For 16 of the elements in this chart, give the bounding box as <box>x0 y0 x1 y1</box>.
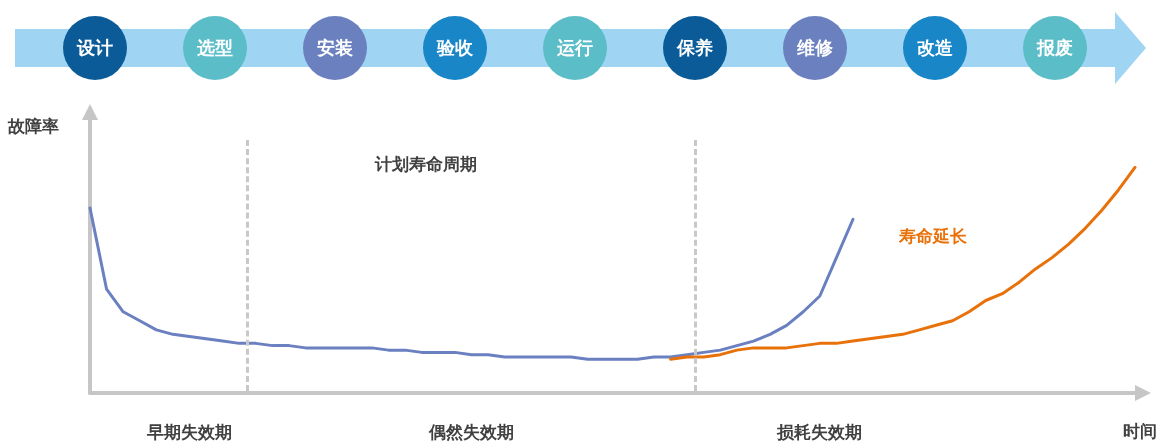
x-axis-title: 时间 <box>1123 420 1157 441</box>
category-label: 运行 <box>543 16 607 80</box>
text: 寿命延长 <box>897 225 968 246</box>
category-label: 改造 <box>903 16 967 80</box>
category-label: 保养 <box>663 16 727 80</box>
y-axis-title: 故障率 <box>7 115 59 136</box>
category-label: 报废 <box>1023 16 1087 80</box>
annotation: 计划寿命周期 <box>374 153 477 174</box>
category-label: 设计 <box>63 16 127 80</box>
x-tick-label: 早期失效期 <box>146 421 233 442</box>
x-tick-label: 损耗失效期 <box>776 421 863 442</box>
category-label: 维修 <box>783 16 847 80</box>
x-tick-label: 偶然失效期 <box>428 421 515 442</box>
category-label: 安装 <box>303 16 367 80</box>
category-label: 验收 <box>423 16 487 80</box>
category-label: 选型 <box>183 16 247 80</box>
